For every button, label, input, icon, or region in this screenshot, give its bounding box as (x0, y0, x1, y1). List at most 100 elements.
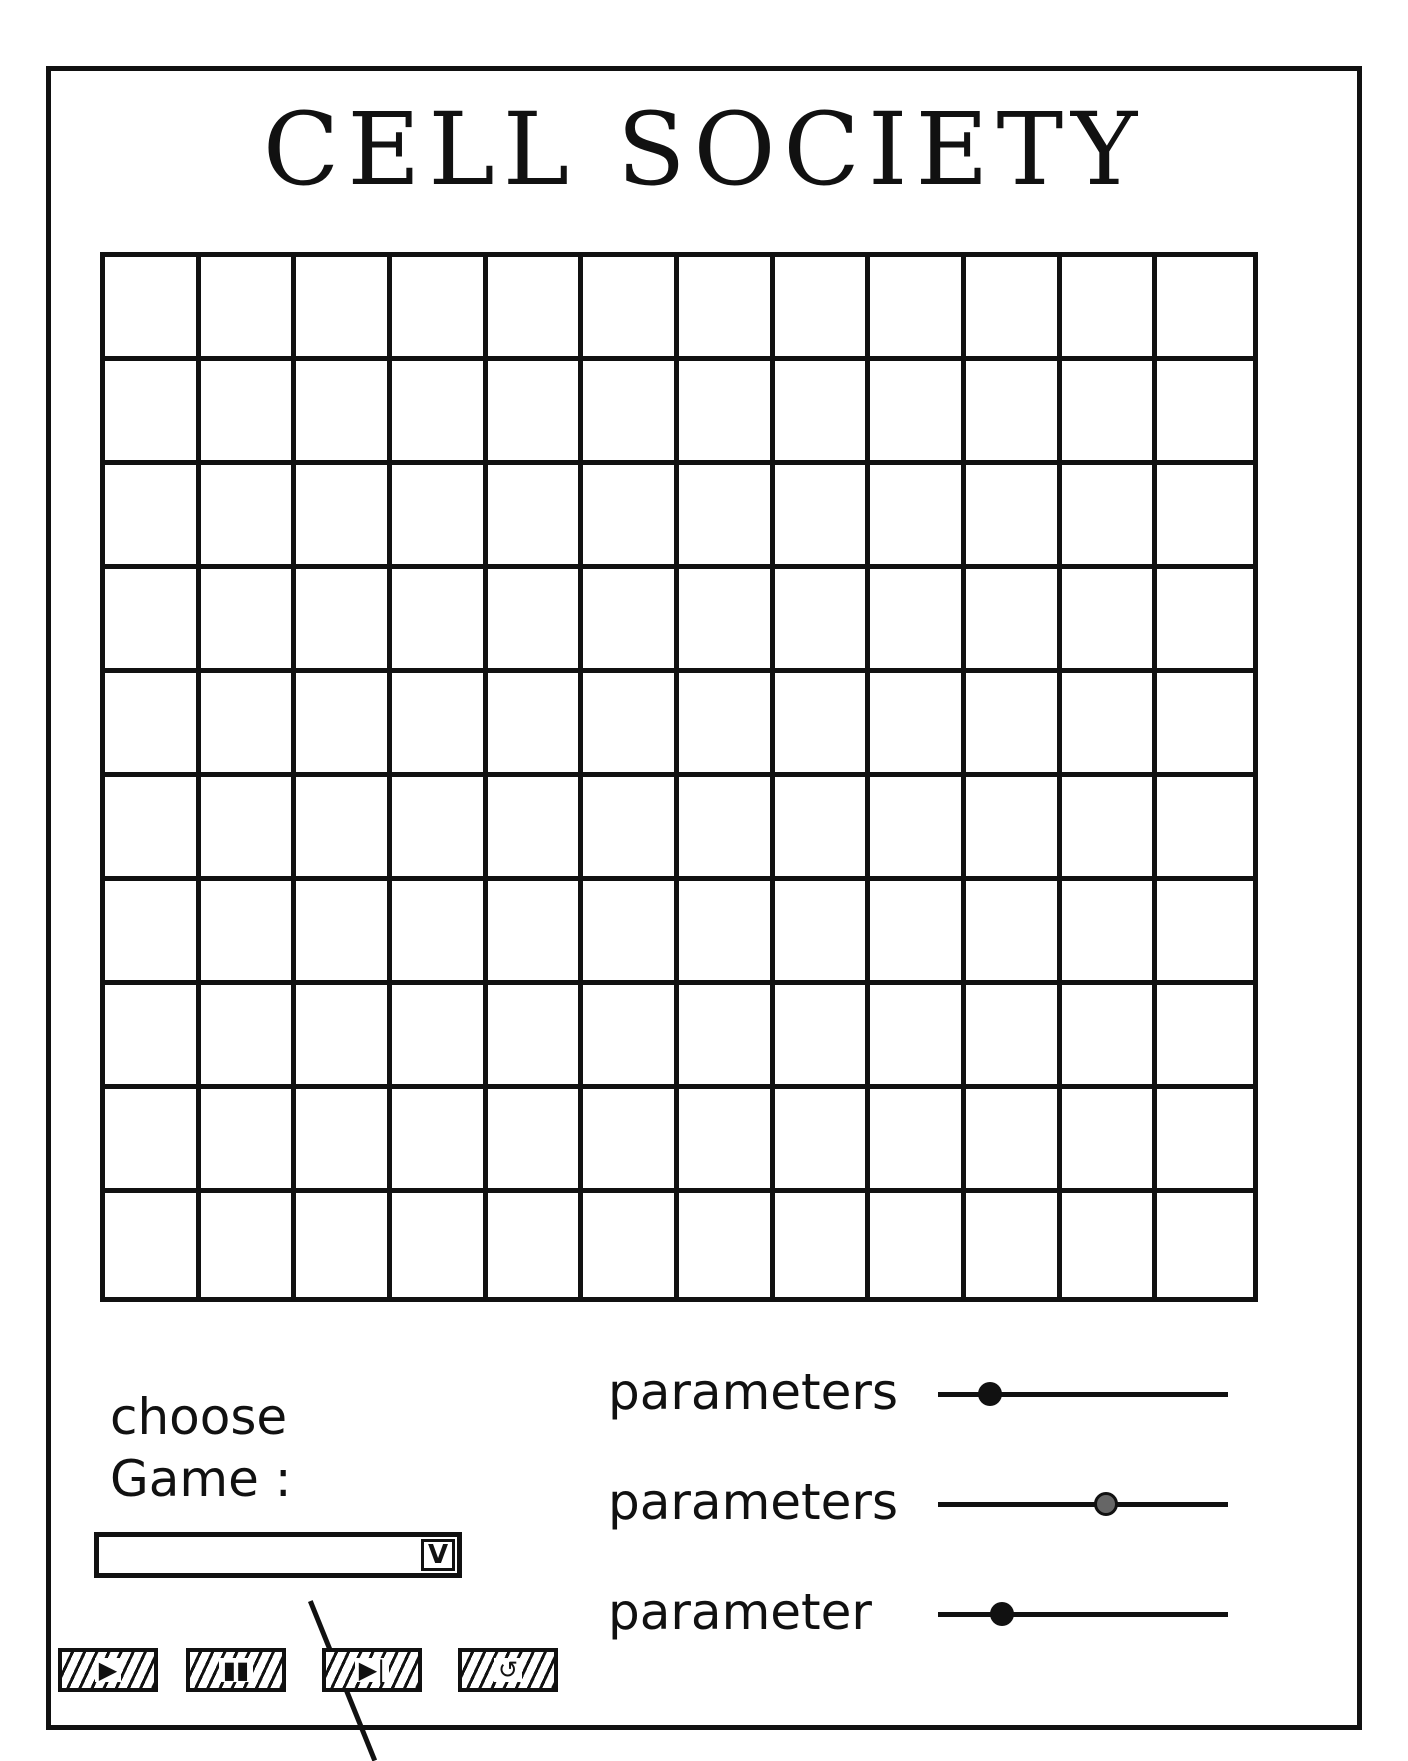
grid-cell[interactable] (105, 985, 201, 1089)
grid-cell[interactable] (487, 881, 584, 985)
grid-cell[interactable] (296, 985, 392, 1089)
grid-cell[interactable] (1061, 361, 1158, 465)
grid-cell[interactable] (583, 465, 679, 569)
grid-cell[interactable] (391, 257, 488, 361)
grid-cell[interactable] (678, 569, 775, 673)
grid-cell[interactable] (870, 881, 966, 985)
grid-cell[interactable] (200, 257, 297, 361)
grid-cell[interactable] (965, 777, 1062, 881)
grid-cell[interactable] (200, 881, 297, 985)
grid-cell[interactable] (105, 1089, 201, 1193)
grid-cell[interactable] (774, 465, 871, 569)
grid-cell[interactable] (965, 361, 1062, 465)
grid-cell[interactable] (966, 1193, 1062, 1297)
grid-cell[interactable] (200, 465, 297, 569)
grid-cell[interactable] (391, 985, 488, 1089)
grid-cell[interactable] (1157, 777, 1253, 881)
grid-cell[interactable] (678, 1089, 775, 1193)
grid-cell[interactable] (679, 1193, 775, 1297)
grid-cell[interactable] (678, 673, 775, 777)
grid-cell[interactable] (392, 1193, 488, 1297)
grid-cell[interactable] (296, 777, 392, 881)
slider-thumb[interactable] (978, 1382, 1003, 1406)
grid-cell[interactable] (487, 465, 584, 569)
grid-cell[interactable] (1157, 1089, 1253, 1193)
play-button[interactable]: ▶ (58, 1648, 158, 1692)
grid-cell[interactable] (965, 881, 1062, 985)
grid-cell[interactable] (296, 361, 392, 465)
grid-cell[interactable] (965, 1089, 1062, 1193)
grid-cell[interactable] (1061, 777, 1158, 881)
grid-cell[interactable] (965, 569, 1062, 673)
grid-cell[interactable] (774, 361, 871, 465)
reset-button[interactable]: ↺ (458, 1648, 558, 1692)
grid-cell[interactable] (774, 881, 871, 985)
grid-cell[interactable] (870, 1193, 966, 1297)
grid-cell[interactable] (678, 881, 775, 985)
grid-cell[interactable] (391, 673, 488, 777)
grid-cell[interactable] (1157, 361, 1253, 465)
game-select-dropdown[interactable]: V (94, 1532, 462, 1578)
grid-cell[interactable] (1157, 985, 1253, 1089)
slider-thumb[interactable] (1094, 1492, 1119, 1516)
grid-cell[interactable] (391, 569, 488, 673)
grid-cell[interactable] (1061, 569, 1158, 673)
grid-cell[interactable] (105, 777, 201, 881)
grid-cell[interactable] (583, 257, 679, 361)
grid-cell[interactable] (1061, 257, 1158, 361)
grid-cell[interactable] (678, 361, 775, 465)
grid-cell[interactable] (391, 465, 488, 569)
grid-cell[interactable] (1157, 569, 1253, 673)
step-button[interactable]: ▶| (322, 1648, 422, 1692)
grid-cell[interactable] (870, 777, 966, 881)
grid-cell[interactable] (201, 1193, 297, 1297)
grid-cell[interactable] (487, 257, 584, 361)
grid-cell[interactable] (870, 985, 966, 1089)
pause-button[interactable]: ▮▮ (186, 1648, 286, 1692)
grid-cell[interactable] (583, 569, 679, 673)
grid-cell[interactable] (965, 673, 1062, 777)
grid-cell[interactable] (678, 777, 775, 881)
grid-cell[interactable] (870, 1089, 966, 1193)
grid-cell[interactable] (296, 465, 392, 569)
parameter-slider[interactable] (938, 1382, 1228, 1406)
grid-cell[interactable] (105, 881, 201, 985)
grid-cell[interactable] (200, 569, 297, 673)
grid-cell[interactable] (1061, 465, 1158, 569)
grid-cell[interactable] (105, 465, 201, 569)
grid-cell[interactable] (774, 1089, 871, 1193)
grid-cell[interactable] (296, 1089, 392, 1193)
grid-cell[interactable] (774, 257, 871, 361)
grid-cell[interactable] (105, 1193, 201, 1297)
grid-cell[interactable] (583, 777, 679, 881)
grid-cell[interactable] (1157, 1193, 1253, 1297)
grid-cell[interactable] (870, 673, 966, 777)
grid-cell[interactable] (583, 361, 679, 465)
grid-cell[interactable] (678, 465, 775, 569)
grid-cell[interactable] (870, 257, 966, 361)
grid-cell[interactable] (200, 777, 297, 881)
chevron-down-icon[interactable]: V (421, 1539, 455, 1571)
grid-cell[interactable] (1061, 1089, 1158, 1193)
grid-cell[interactable] (774, 569, 871, 673)
grid-cell[interactable] (200, 673, 297, 777)
grid-cell[interactable] (774, 777, 871, 881)
grid-cell[interactable] (105, 673, 201, 777)
grid-cell[interactable] (583, 881, 679, 985)
grid-cell[interactable] (774, 673, 871, 777)
grid-cell[interactable] (775, 1193, 871, 1297)
grid-cell[interactable] (583, 1193, 679, 1297)
grid-cell[interactable] (296, 257, 392, 361)
parameter-slider[interactable] (938, 1602, 1228, 1626)
grid-cell[interactable] (391, 777, 488, 881)
parameter-slider[interactable] (938, 1492, 1228, 1516)
grid-cell[interactable] (105, 361, 201, 465)
grid-cell[interactable] (965, 465, 1062, 569)
grid-cell[interactable] (488, 1193, 584, 1297)
grid-cell[interactable] (487, 569, 584, 673)
grid-cell[interactable] (391, 881, 488, 985)
grid-cell[interactable] (105, 569, 201, 673)
grid-cell[interactable] (296, 673, 392, 777)
grid-cell[interactable] (487, 673, 584, 777)
slider-thumb[interactable] (989, 1602, 1014, 1626)
